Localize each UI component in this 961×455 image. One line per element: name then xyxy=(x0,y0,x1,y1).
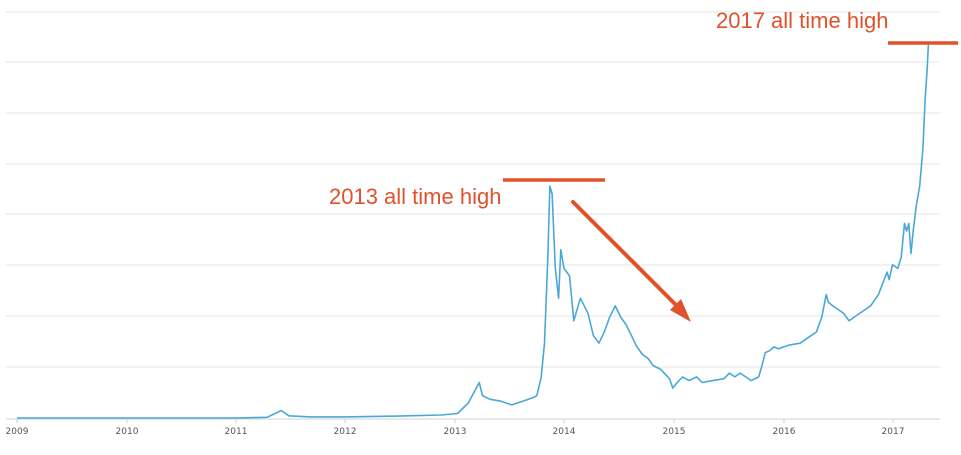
x-axis-ticks: 2009 2010 2011 2012 2013 2014 2015 2016 2017 xyxy=(6,419,905,437)
annotations: 2013 all time high 2017 all time high xyxy=(329,8,958,322)
ath-2017-label: 2017 all time high xyxy=(716,8,888,33)
series-group xyxy=(17,43,930,419)
ath-2013-label: 2013 all time high xyxy=(329,184,501,209)
x-tick-label: 2014 xyxy=(553,427,576,437)
x-tick-label: 2015 xyxy=(663,427,686,437)
x-tick-label: 2012 xyxy=(334,427,357,437)
decline-arrow-head xyxy=(670,299,691,322)
gridlines xyxy=(6,11,940,368)
x-tick-label: 2009 xyxy=(6,427,29,437)
decline-arrow-shaft xyxy=(571,200,682,311)
x-tick-label: 2017 xyxy=(882,427,905,437)
series-line xyxy=(17,43,930,419)
x-tick-label: 2011 xyxy=(225,427,248,437)
x-tick-label: 2016 xyxy=(773,427,796,437)
x-tick-label: 2010 xyxy=(116,427,139,437)
x-tick-label: 2013 xyxy=(444,427,467,437)
